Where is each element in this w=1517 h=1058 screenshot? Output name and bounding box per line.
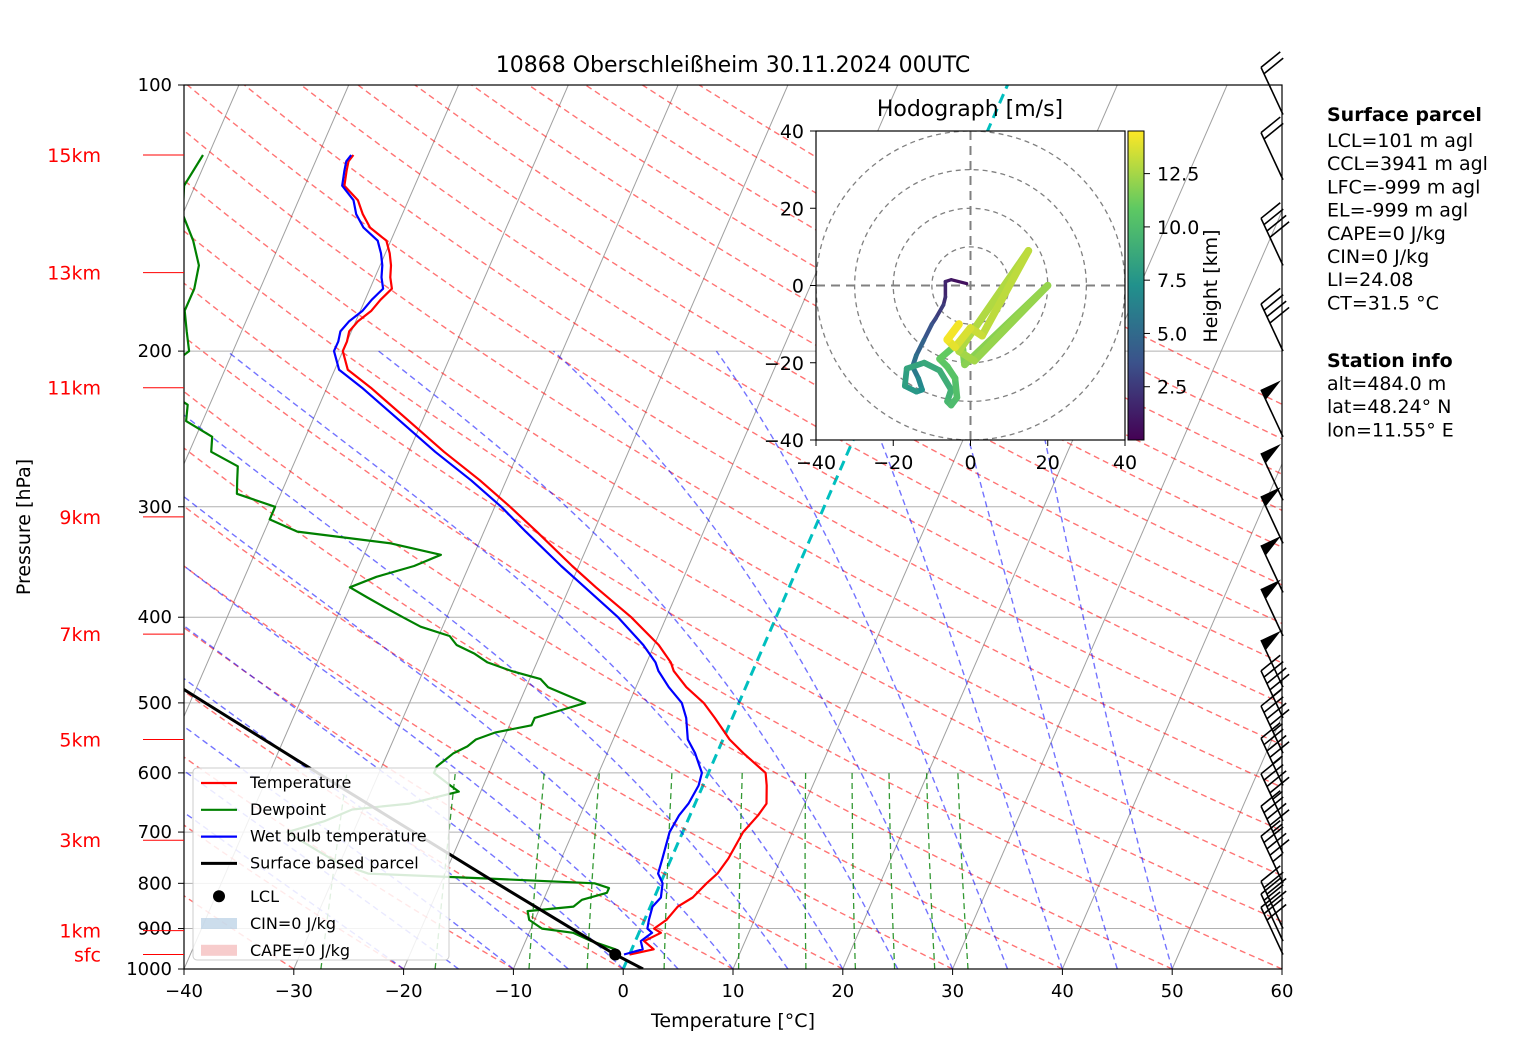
y-tick-label: 900 <box>138 919 172 940</box>
surface-parcel-value: CIN=0 J/kg <box>1327 246 1429 268</box>
surface-parcel-value: EL=-999 m agl <box>1327 200 1468 222</box>
colorbar-tick-label: 2.5 <box>1157 377 1187 399</box>
hodograph-x-tick-label: −40 <box>796 452 836 474</box>
colorbar-tick-label: 10.0 <box>1157 217 1199 239</box>
colorbar-label: Height [km] <box>1200 229 1222 342</box>
y-tick-label: 600 <box>138 763 172 784</box>
y-tick-label: 100 <box>138 75 172 96</box>
height-label: 13km <box>47 263 101 285</box>
x-axis-label: Temperature [°C] <box>650 1010 815 1032</box>
hodograph-x-tick-label: 40 <box>1113 452 1137 474</box>
station-info-value: lat=48.24° N <box>1327 396 1451 418</box>
lcl-point <box>609 949 621 961</box>
chart-title: 10868 Oberschleißheim 30.11.2024 00UTC <box>496 53 971 78</box>
colorbar-tick-label: 5.0 <box>1157 323 1187 345</box>
height-label: 1km <box>59 921 101 943</box>
x-tick-label: 60 <box>1271 981 1294 1002</box>
x-tick-label: −40 <box>165 981 203 1002</box>
surface-parcel-value: CT=31.5 °C <box>1327 292 1439 314</box>
wind-barb-full <box>1261 52 1280 68</box>
height-label: 9km <box>59 507 101 529</box>
x-tick-label: 0 <box>617 981 628 1002</box>
station-info-title: Station info <box>1327 350 1453 372</box>
hodograph-y-tick-label: 40 <box>780 121 804 143</box>
x-tick-label: 30 <box>941 981 964 1002</box>
hodograph-x-tick-label: −20 <box>873 452 913 474</box>
legend-label: Temperature <box>249 773 351 792</box>
wind-barb-full <box>1264 58 1283 74</box>
surface-parcel-value: LCL=101 m agl <box>1327 130 1473 152</box>
hodograph-x-tick-label: 20 <box>1036 452 1060 474</box>
hodograph-y-tick-label: −40 <box>764 430 804 452</box>
hodograph-y-tick-label: −20 <box>764 353 804 375</box>
y-tick-label: 400 <box>138 607 172 628</box>
y-tick-label: 500 <box>138 693 172 714</box>
surface-parcel-title: Surface parcel <box>1327 104 1482 126</box>
height-label: 3km <box>59 830 101 852</box>
x-tick-label: 20 <box>831 981 854 1002</box>
colorbar <box>1128 131 1144 440</box>
legend-swatch-lcl <box>213 890 225 902</box>
legend-swatch-cape <box>201 945 237 956</box>
surface-parcel-value: CAPE=0 J/kg <box>1327 223 1446 245</box>
legend-label: CAPE=0 J/kg <box>250 941 350 960</box>
height-label: sfc <box>74 945 101 967</box>
surface-parcel-value: LFC=-999 m agl <box>1327 176 1480 198</box>
hodograph-y-tick-label: 0 <box>792 276 804 298</box>
y-tick-label: 800 <box>138 873 172 894</box>
colorbar-tick-label: 7.5 <box>1157 270 1187 292</box>
height-label: 11km <box>47 378 101 400</box>
x-tick-label: 10 <box>722 981 745 1002</box>
height-label: 5km <box>59 729 101 751</box>
y-tick-label: 200 <box>138 341 172 362</box>
surface-parcel-value: CCL=3941 m agl <box>1327 153 1488 175</box>
x-tick-label: 50 <box>1161 981 1184 1002</box>
station-info-value: lon=11.55° E <box>1327 419 1454 441</box>
y-tick-label: 1000 <box>126 959 172 980</box>
legend-label: Surface based parcel <box>250 853 419 872</box>
height-label: 15km <box>47 145 101 167</box>
legend-label: CIN=0 J/kg <box>250 914 336 933</box>
legend: Temperature Dewpoint Wet bulb temperature S… <box>193 768 449 960</box>
colorbar-tick-label: 12.5 <box>1157 164 1199 186</box>
x-tick-label: −30 <box>275 981 313 1002</box>
y-axis-label: Pressure [hPa] <box>13 459 35 595</box>
y-tick-label: 300 <box>138 497 172 518</box>
legend-swatch-cin <box>201 918 237 929</box>
hodograph-title: Hodograph [m/s] <box>877 97 1063 122</box>
height-label: 7km <box>59 624 101 646</box>
hodograph-y-tick-label: 20 <box>780 198 804 220</box>
legend-label: Wet bulb temperature <box>250 827 427 846</box>
hodograph-x-tick-label: 0 <box>964 452 976 474</box>
legend-label: LCL <box>250 887 279 906</box>
x-tick-label: 40 <box>1051 981 1074 1002</box>
x-tick-label: −20 <box>385 981 423 1002</box>
surface-parcel-value: LI=24.08 <box>1327 269 1414 291</box>
station-info-value: alt=484.0 m <box>1327 373 1446 395</box>
x-tick-label: −10 <box>494 981 532 1002</box>
legend-label: Dewpoint <box>250 800 326 819</box>
